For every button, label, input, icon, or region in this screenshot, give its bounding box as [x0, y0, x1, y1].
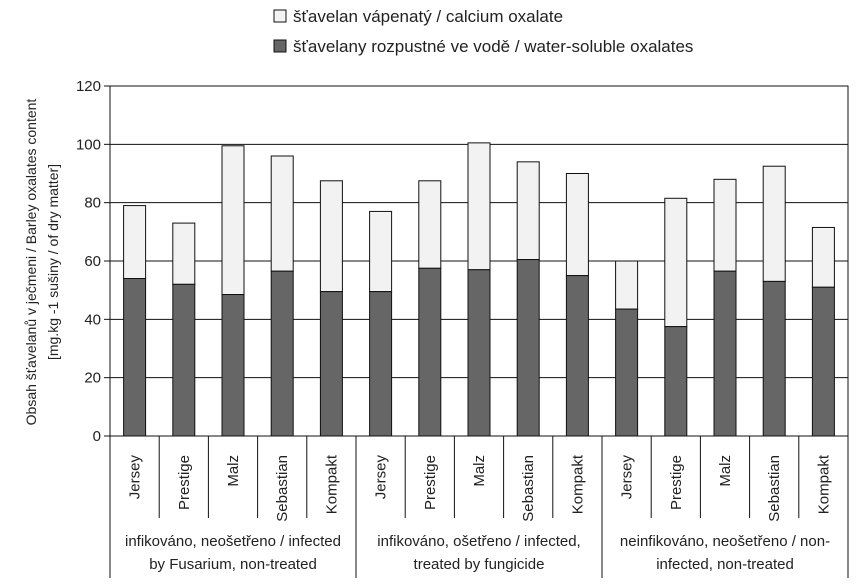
- y-tick-label: 40: [84, 311, 101, 328]
- axes: [104, 85, 849, 578]
- bar-water-soluble: [123, 278, 147, 437]
- group-label: infikováno, neošetřeno / infected: [125, 533, 341, 550]
- category-labels: Jersey Prestige Malz Sebastian Kompakt Jersey…: [127, 454, 833, 522]
- category-label: Jersey: [373, 455, 390, 500]
- bar-calcium-oxalate: [221, 145, 245, 296]
- y-tick-label: 60: [84, 253, 101, 270]
- bar-water-soluble: [369, 291, 393, 437]
- group-label: treated by fungicide: [414, 556, 545, 573]
- bar-water-soluble: [270, 270, 294, 437]
- y-tick-label: 100: [76, 136, 101, 153]
- category-label: Prestige: [176, 455, 193, 510]
- bar-calcium-oxalate: [565, 173, 589, 277]
- category-label: Jersey: [619, 455, 636, 500]
- bar-water-soluble: [467, 269, 491, 437]
- bar-water-soluble: [319, 291, 343, 437]
- bar-calcium-oxalate: [418, 180, 442, 269]
- bar-calcium-oxalate: [615, 260, 639, 310]
- bar-water-soluble: [565, 275, 589, 437]
- category-label: Sebastian: [766, 455, 783, 522]
- y-axis-label-line: [mg.kg -1 sušiny / of dry matter]: [45, 164, 61, 360]
- bar-calcium-oxalate: [123, 205, 147, 279]
- bar-calcium-oxalate: [270, 155, 294, 272]
- bar-calcium-oxalate: [369, 210, 393, 293]
- category-label: Kompakt: [815, 454, 832, 514]
- category-label: Malz: [225, 455, 242, 487]
- y-tick-labels: 0 20 40 60 80 100 120: [76, 78, 101, 445]
- y-axis-label: Obsah šťavelanů v ječmeni / Barley oxala…: [23, 99, 61, 426]
- y-tick-label: 120: [76, 78, 101, 95]
- bar-calcium-oxalate: [467, 142, 491, 271]
- category-label: Malz: [471, 455, 488, 487]
- group-labels: infikováno, neošetřeno / infected by Fusa…: [125, 533, 830, 573]
- bar-water-soluble: [713, 270, 737, 437]
- group-label: infikováno, ošetřeno / infected,: [377, 533, 580, 550]
- plot-frame: [109, 85, 849, 437]
- bar-calcium-oxalate: [319, 180, 343, 293]
- bar-calcium-oxalate: [516, 161, 540, 261]
- bar-water-soluble: [418, 267, 442, 437]
- bar-water-soluble: [221, 294, 245, 437]
- category-label: Kompakt: [323, 454, 340, 514]
- category-label: Kompakt: [569, 454, 586, 514]
- group-label: by Fusarium, non-treated: [149, 556, 317, 573]
- category-label: Malz: [717, 455, 734, 487]
- bar-water-soluble: [762, 280, 786, 437]
- legend-label: šťavelan vápenatý / calcium oxalate: [293, 7, 563, 26]
- y-tick-label: 20: [84, 370, 101, 387]
- bar-calcium-oxalate: [713, 178, 737, 272]
- bar-calcium-oxalate: [664, 197, 688, 328]
- category-label: Prestige: [668, 455, 685, 510]
- group-label: infected, non-treated: [656, 556, 794, 573]
- bar-water-soluble: [615, 308, 639, 437]
- bar-water-soluble: [664, 326, 688, 437]
- y-axis-label-line: Obsah šťavelanů v ječmeni / Barley oxala…: [23, 99, 39, 426]
- legend-swatch: [273, 39, 287, 53]
- y-tick-label: 80: [84, 195, 101, 212]
- bar-water-soluble: [811, 286, 835, 437]
- category-label: Jersey: [127, 455, 144, 500]
- bar-calcium-oxalate: [172, 222, 196, 285]
- legend-swatch: [273, 9, 287, 23]
- legend-label: šťavelany rozpustné ve vodě / water-solu…: [293, 37, 693, 56]
- legend: šťavelan vápenatý / calcium oxalate šťave…: [273, 7, 693, 56]
- bar-water-soluble: [172, 283, 196, 437]
- category-label: Sebastian: [520, 455, 537, 522]
- bar-calcium-oxalate: [811, 226, 835, 288]
- group-label: neinfikováno, neošetřeno / non-: [620, 533, 830, 550]
- category-label: Prestige: [422, 455, 439, 510]
- y-tick-label: 0: [93, 428, 101, 445]
- bar-calcium-oxalate: [762, 165, 786, 282]
- bar-water-soluble: [516, 259, 540, 437]
- category-label: Sebastian: [274, 455, 291, 522]
- bars: [123, 142, 835, 437]
